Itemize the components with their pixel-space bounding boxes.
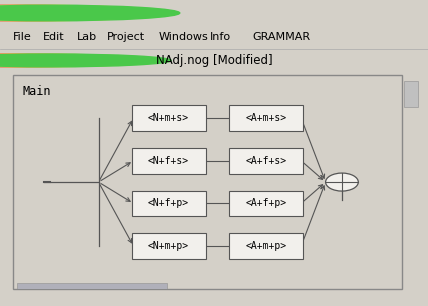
Text: <A+f+p>: <A+f+p> <box>245 199 287 208</box>
Text: Edit: Edit <box>43 32 65 43</box>
FancyBboxPatch shape <box>132 233 205 259</box>
Circle shape <box>0 54 171 67</box>
Text: Main: Main <box>23 84 51 98</box>
Circle shape <box>0 5 180 21</box>
FancyBboxPatch shape <box>229 148 303 174</box>
FancyBboxPatch shape <box>229 233 303 259</box>
Text: <N+m+s>: <N+m+s> <box>148 113 189 123</box>
FancyBboxPatch shape <box>229 191 303 216</box>
Text: <N+m+p>: <N+m+p> <box>148 241 189 251</box>
Bar <box>404 81 418 107</box>
Text: Windows: Windows <box>158 32 208 43</box>
Text: <A+f+s>: <A+f+s> <box>245 156 287 166</box>
Text: <N+f+p>: <N+f+p> <box>148 199 189 208</box>
Text: File: File <box>13 32 32 43</box>
Text: Info: Info <box>210 32 231 43</box>
Circle shape <box>0 5 146 21</box>
Bar <box>17 283 167 289</box>
FancyBboxPatch shape <box>229 105 303 131</box>
Text: NAdj.nog [Modified]: NAdj.nog [Modified] <box>156 54 272 67</box>
Circle shape <box>0 54 154 67</box>
Circle shape <box>0 54 137 67</box>
Text: GRAMMAR: GRAMMAR <box>253 32 311 43</box>
Text: Lab: Lab <box>77 32 97 43</box>
Text: Project: Project <box>107 32 145 43</box>
Text: <N+f+s>: <N+f+s> <box>148 156 189 166</box>
Text: <A+m+s>: <A+m+s> <box>245 113 287 123</box>
FancyBboxPatch shape <box>132 191 205 216</box>
Text: <A+m+p>: <A+m+p> <box>245 241 287 251</box>
FancyBboxPatch shape <box>132 105 205 131</box>
Circle shape <box>0 5 163 21</box>
Circle shape <box>326 173 358 191</box>
FancyBboxPatch shape <box>132 148 205 174</box>
